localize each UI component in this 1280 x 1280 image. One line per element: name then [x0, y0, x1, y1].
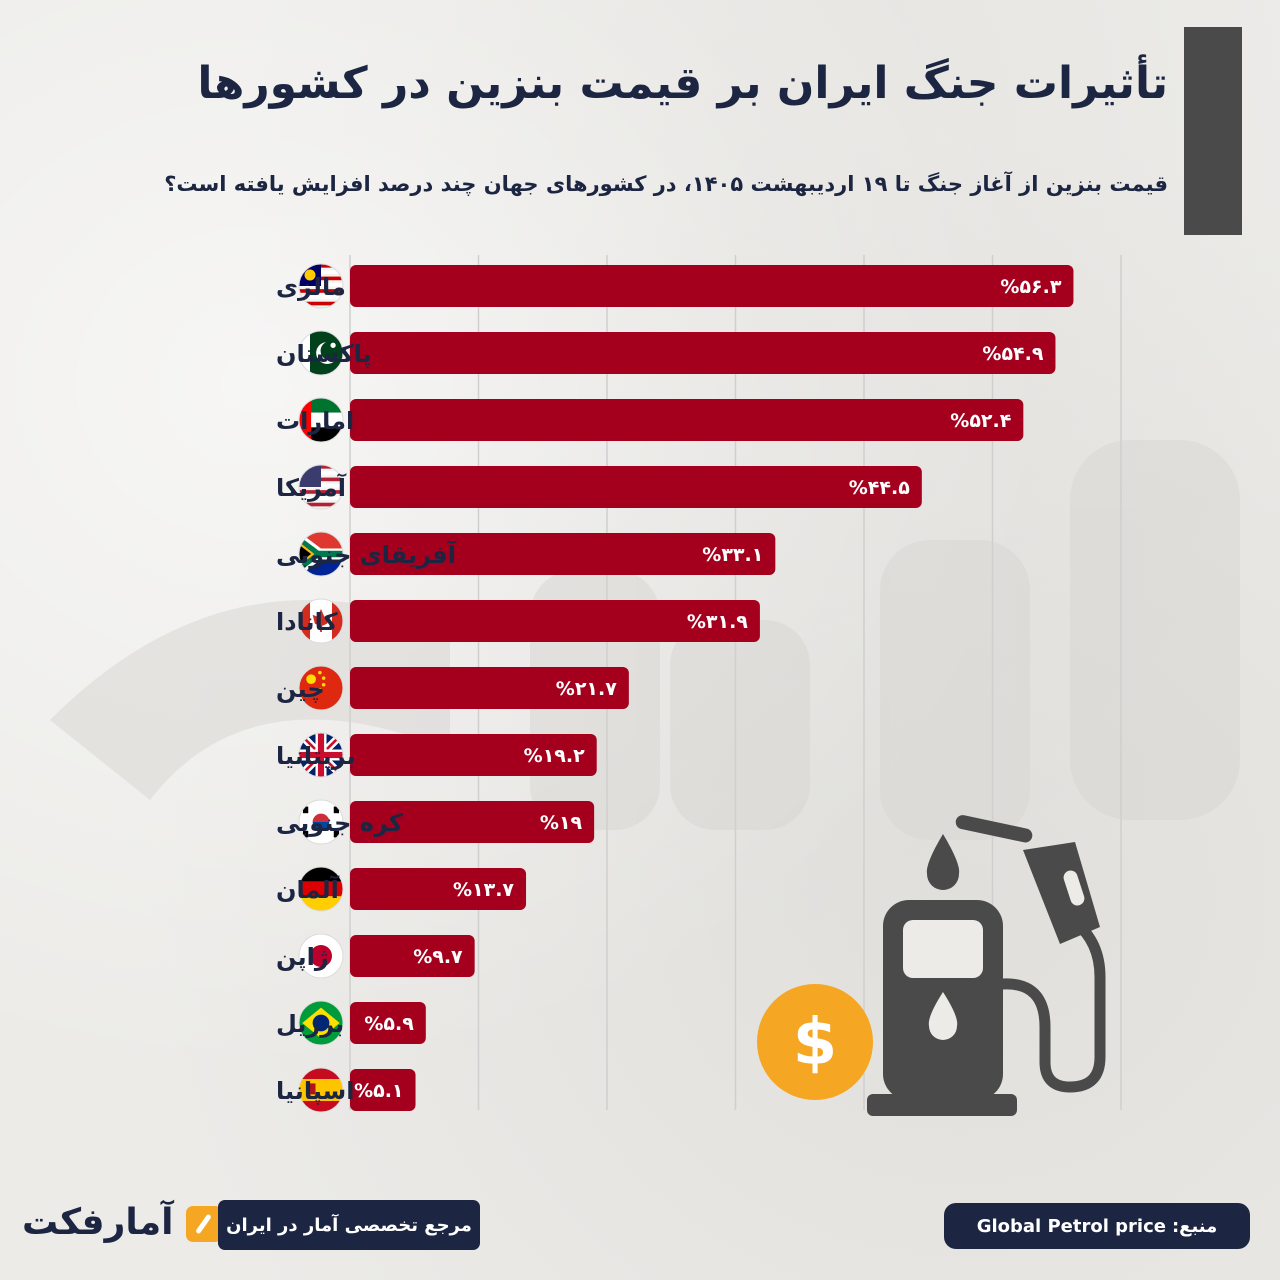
bar-0 — [350, 265, 1074, 307]
country-label: چین — [276, 675, 325, 703]
flag-ring — [298, 933, 344, 979]
country-label: کانادا — [276, 608, 338, 636]
flag-ring — [298, 866, 344, 912]
flag-ring — [298, 1000, 344, 1046]
flag-ring — [298, 397, 344, 443]
country-label: امارات — [276, 407, 354, 435]
bar-value-label: %۲۱.۷ — [556, 678, 617, 700]
bar-9 — [350, 868, 527, 910]
page-title: تأثیرات جنگ ایران بر قیمت بنزین در کشوره… — [197, 58, 1168, 109]
bar-value-label: %۱۹.۲ — [524, 745, 585, 767]
country-label: برزیل — [276, 1010, 344, 1038]
bar-10 — [350, 935, 475, 977]
spain-flag-icon — [299, 1068, 343, 1112]
bar-value-label: %۵.۹ — [364, 1013, 414, 1035]
source-label: منبع: — [1171, 1215, 1218, 1237]
uk-flag-icon — [299, 733, 343, 777]
bar-value-label: %۹.۷ — [413, 946, 463, 968]
bar-value-label: %۴۴.۵ — [849, 477, 910, 499]
flag-ring — [298, 799, 344, 845]
country-label: آمریکا — [276, 473, 347, 502]
bar-5 — [350, 600, 760, 642]
flag-ring — [298, 330, 344, 376]
country-label: پاکستان — [276, 340, 372, 368]
japan-flag-icon — [299, 934, 343, 978]
flag-ring — [298, 1067, 344, 1113]
country-label: کره جنوبی — [276, 809, 403, 837]
flag-ring — [298, 531, 344, 577]
title-accent-bar — [1184, 27, 1242, 235]
brand-tagline: مرجع تخصصی آمار در ایران — [218, 1200, 480, 1250]
bar-4 — [350, 533, 776, 575]
bar-value-label: %۱۳.۷ — [453, 879, 514, 901]
logo-mark-icon — [186, 1206, 222, 1242]
bar-6 — [350, 667, 629, 709]
bar-1 — [350, 332, 1056, 374]
bar-12 — [350, 1069, 416, 1111]
germany-flag-icon — [299, 867, 343, 911]
china-flag-icon — [299, 666, 343, 710]
bar-value-label: %۵۲.۴ — [950, 410, 1011, 432]
country-label: بریتانیا — [276, 742, 356, 770]
source-badge: Global Petrol price منبع: — [944, 1203, 1250, 1249]
bar-value-label: %۵۴.۹ — [982, 343, 1043, 365]
bar-11 — [350, 1002, 426, 1044]
fuel-pump-icon: $ — [757, 815, 1106, 1116]
country-label: آفریقای جنوبی — [276, 540, 457, 569]
bar-value-label: %۱۹ — [540, 812, 583, 834]
bar-2 — [350, 399, 1024, 441]
source-value: Global Petrol price — [976, 1215, 1166, 1237]
logo-wordmark: آمارفکت — [22, 1202, 175, 1243]
svg-text:$: $ — [793, 1006, 838, 1080]
country-label: مالزی — [276, 273, 346, 301]
bar-7 — [350, 734, 597, 776]
bar-value-label: %۳۳.۱ — [702, 544, 763, 566]
bar-value-label: %۳۱.۹ — [687, 611, 748, 633]
flag-ring — [298, 598, 344, 644]
flag-ring — [298, 263, 344, 309]
south-africa-flag-icon — [299, 532, 343, 576]
canada-flag-icon — [299, 599, 343, 643]
brand-logo: آمارفکت — [22, 1198, 222, 1258]
country-label: ژاپن — [276, 943, 329, 971]
south-korea-flag-icon — [299, 800, 343, 844]
flag-ring — [298, 464, 344, 510]
page-subtitle: قیمت بنزین از آغاز جنگ تا ۱۹ اردیبهشت ۱۴… — [164, 172, 1168, 196]
bar-3 — [350, 466, 922, 508]
pakistan-flag-icon — [299, 331, 343, 375]
flag-ring — [298, 732, 344, 778]
bar-value-label: %۵.۱ — [354, 1080, 403, 1102]
country-label: اسپانیا — [276, 1077, 354, 1105]
bar-8 — [350, 801, 595, 843]
brazil-flag-icon — [299, 1001, 343, 1045]
flag-ring — [298, 665, 344, 711]
bar-value-label: %۵۶.۳ — [1000, 276, 1061, 298]
country-label: آلمان — [276, 875, 340, 904]
